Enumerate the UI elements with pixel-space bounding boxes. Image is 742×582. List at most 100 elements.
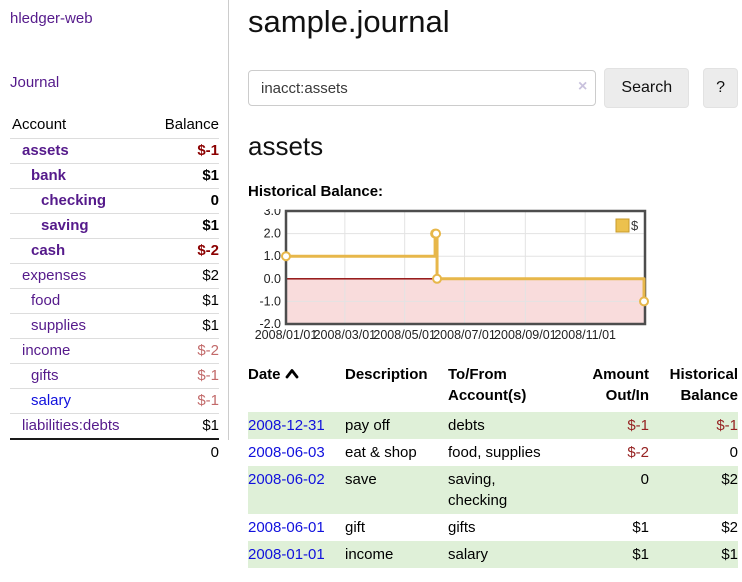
- account-row: cash $-2: [10, 238, 219, 264]
- account-balance: $1: [148, 163, 219, 189]
- clear-search-icon[interactable]: ×: [578, 78, 588, 95]
- transaction-date-link[interactable]: 2008-12-31: [248, 417, 325, 434]
- account-balance: 0: [148, 188, 219, 214]
- register-cell-balance: $1: [649, 541, 738, 568]
- account-link[interactable]: income: [22, 342, 71, 359]
- search-input[interactable]: [248, 70, 597, 106]
- register-row: 2008-06-02 save saving, checking 0 $2: [248, 466, 738, 514]
- register-cell-accounts: debts: [448, 412, 565, 439]
- app-title-link[interactable]: hledger-web: [10, 10, 93, 27]
- accounts-total-value: 0: [148, 438, 219, 465]
- transaction-date-link[interactable]: 2008-06-01: [248, 519, 325, 536]
- x-axis-tick-label: 2008/01/01: [255, 328, 318, 342]
- register-header-date[interactable]: Date: [248, 361, 345, 412]
- register-cell-date: 2008-06-03: [248, 439, 345, 466]
- x-axis-tick-label: 2008/09/01: [494, 328, 557, 342]
- account-balance: $-2: [148, 238, 219, 264]
- account-link[interactable]: expenses: [22, 267, 87, 284]
- historical-balance-chart: $3.0 2.0 1.0 0.0 -1.0 -2.02008/01/012008/03/0…: [255, 209, 650, 342]
- account-row: checking 0: [10, 188, 219, 214]
- account-link[interactable]: assets: [22, 142, 69, 159]
- account-row: bank $1: [10, 163, 219, 189]
- account-row: income $-2: [10, 338, 219, 364]
- register-cell-amount: $-1: [565, 412, 649, 439]
- register-header-row: Date Description To/From Account(s) Amou…: [248, 361, 738, 412]
- account-balance: $1: [148, 288, 219, 314]
- account-balance: $1: [148, 213, 219, 239]
- account-row: supplies $1: [10, 313, 219, 339]
- account-link[interactable]: gifts: [31, 367, 59, 384]
- accounts-total-row: 0: [10, 438, 219, 465]
- account-row: gifts $-1: [10, 363, 219, 389]
- chart-label: Historical Balance:: [248, 183, 384, 200]
- account-balance: $-2: [148, 338, 219, 364]
- account-balance: $-1: [148, 138, 219, 164]
- sidebar: hledger-web Journal Account Balance asse…: [0, 0, 229, 465]
- transaction-date-link[interactable]: 2008-01-01: [248, 546, 325, 563]
- help-button[interactable]: ?: [703, 68, 738, 108]
- account-balance: $-1: [148, 388, 219, 414]
- register-cell-amount: $-2: [627, 444, 649, 461]
- register-cell-amount: $1: [632, 519, 649, 536]
- y-axis-tick-label: -1.0: [259, 294, 281, 308]
- register-cell-accounts: food, supplies: [448, 444, 541, 461]
- account-link[interactable]: liabilities:debts: [22, 417, 120, 434]
- account-link[interactable]: saving: [41, 217, 89, 234]
- account-link[interactable]: food: [31, 292, 61, 309]
- register-row: 2008-06-03 eat & shop food, supplies $-2 0: [248, 439, 738, 466]
- chart-border: [284, 209, 647, 326]
- y-axis-tick-label: 2.0: [264, 227, 281, 241]
- register-cell-description: pay off: [345, 412, 448, 439]
- account-balance: $2: [148, 263, 219, 289]
- chart-data-point: [639, 296, 650, 307]
- transaction-date-link[interactable]: 2008-06-02: [248, 471, 325, 488]
- register-cell-date: 2008-12-31: [248, 412, 345, 439]
- account-link[interactable]: supplies: [31, 317, 87, 334]
- account-link[interactable]: checking: [41, 192, 107, 209]
- account-balance: $-1: [148, 363, 219, 389]
- register-cell-accounts: saving, checking: [448, 466, 565, 514]
- register-header-balance[interactable]: Historical Balance: [669, 366, 738, 404]
- account-balance: $1: [148, 313, 219, 339]
- account-row: salary $-1: [10, 388, 219, 414]
- main-content: sample.journal × Search ? assets Histori…: [248, 0, 738, 568]
- account-heading: assets: [248, 131, 324, 161]
- x-axis-tick-label: 2008/03/01: [314, 328, 377, 342]
- account-row: expenses $2: [10, 263, 219, 289]
- accounts-body: assets $-1 bank $1 checking 0 saving $1 cash $-2 e…: [10, 138, 219, 440]
- accounts-header-balance: Balance: [148, 112, 219, 139]
- transaction-date-link[interactable]: 2008-06-03: [248, 444, 325, 461]
- legend-swatch: [615, 218, 630, 233]
- register-cell-description: income: [345, 541, 448, 568]
- register-cell-amount: $1: [565, 541, 649, 568]
- register-cell-date: 2008-01-01: [248, 541, 345, 568]
- sidebar-item-journal[interactable]: Journal: [10, 74, 60, 91]
- register-cell-balance: $-1: [649, 412, 738, 439]
- register-header-amount[interactable]: Amount Out/In: [592, 366, 649, 404]
- x-axis-tick-label: 2008/05/01: [373, 328, 436, 342]
- register-body: 2008-12-31 pay off debts $-1 $-1 2008-06-03 ea…: [248, 412, 738, 568]
- chart-data-point: [432, 273, 443, 284]
- chart-data-point: [281, 251, 291, 262]
- register-row: 2008-12-31 pay off debts $-1 $-1: [248, 412, 738, 439]
- accounts-header-row: Account Balance: [10, 112, 219, 139]
- register-header-accounts[interactable]: To/From Account(s): [448, 366, 527, 404]
- register-cell-description: gift: [345, 519, 366, 536]
- account-row: food $1: [10, 288, 219, 314]
- register-cell-date: 2008-06-02: [248, 466, 345, 514]
- account-row: saving $1: [10, 213, 219, 239]
- y-axis-tick-label: 1.0: [264, 249, 281, 263]
- account-balance: $1: [148, 413, 219, 440]
- sort-ascending-icon: [285, 364, 299, 385]
- account-link[interactable]: cash: [31, 242, 66, 259]
- y-axis-tick-label: 0.0: [264, 272, 281, 286]
- register-cell-amount: 0: [565, 466, 649, 514]
- account-link[interactable]: salary: [31, 392, 72, 409]
- search-button[interactable]: Search: [604, 68, 690, 108]
- x-axis-tick-label: 2008/07/01: [433, 328, 496, 342]
- register-header-description[interactable]: Description: [345, 366, 428, 383]
- account-link[interactable]: bank: [31, 167, 67, 184]
- register-cell-description: eat & shop: [345, 444, 417, 461]
- register-cell-date: 2008-06-01: [248, 514, 345, 541]
- x-axis-tick-label: 2008/11/01: [554, 328, 616, 342]
